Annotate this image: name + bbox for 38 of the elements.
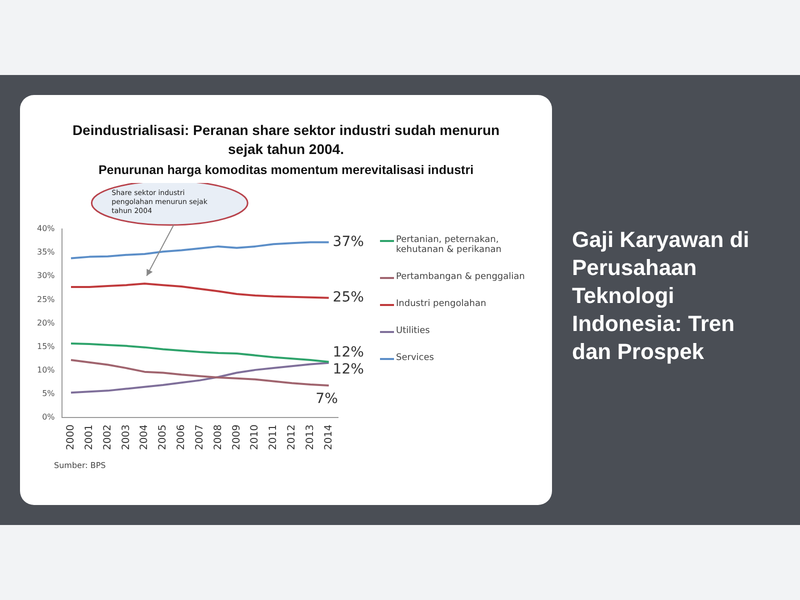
legend-label: Pertanian, peternakan, kehutanan & perikanan	[396, 235, 502, 255]
legend-label: Services	[396, 353, 434, 363]
legend-label: Industri pengolahan	[396, 299, 486, 309]
y-tick-label: 35%	[37, 248, 56, 257]
data-label: 12%	[332, 362, 364, 378]
y-tick-label: 25%	[37, 294, 56, 304]
x-tick-label: 2009	[231, 424, 242, 450]
text: Gaji Karyawan di Perusahaan Teknologi Indonesia: Tren dan Prospek	[572, 226, 750, 366]
x-tick-label: 2012	[286, 424, 298, 450]
data-label: 7%	[316, 391, 338, 408]
x-tick-label: 2006	[176, 424, 188, 450]
y-tick-label: 20%	[37, 318, 56, 328]
y-tick-label: 15%	[37, 342, 56, 351]
y-tick-label: 0%	[42, 412, 56, 422]
x-tick-label: 2014	[323, 424, 334, 450]
legend-label: Utilities	[396, 326, 430, 336]
y-tick-label: 40%	[37, 224, 56, 234]
x-tick-label: 2010	[250, 424, 261, 450]
x-tick-label: 2003	[120, 424, 132, 450]
x-tick-label: 2008	[212, 424, 224, 450]
chart-subtitle: Penurunan harga komoditas momentum merevitalisasi industri	[97, 163, 475, 177]
x-tick-label: 2005	[158, 424, 169, 450]
data-label: 37%	[332, 234, 364, 250]
y-tick-label: 10%	[37, 365, 56, 374]
x-tick-label: 2004	[139, 424, 150, 450]
legend-label: Pertambangan & penggalian	[396, 272, 525, 282]
text: Sumber: BPS	[54, 461, 106, 470]
data-label: 25%	[332, 289, 364, 306]
data-label: 12%	[332, 344, 364, 361]
x-tick-label: 2001	[84, 424, 95, 450]
x-tick-label: 2007	[194, 424, 206, 450]
y-tick-label: 30%	[37, 271, 56, 280]
x-tick-label: 2002	[102, 424, 114, 450]
y-tick-label: 5%	[42, 389, 56, 398]
chart-title: Deindustrialisasi: Peranan share sektor industri sudah menurun sejak tahun 2004.	[71, 121, 501, 159]
x-tick-label: 2013	[304, 424, 316, 450]
x-tick-label: 2011	[268, 424, 280, 450]
x-tick-label: 2000	[66, 424, 77, 450]
